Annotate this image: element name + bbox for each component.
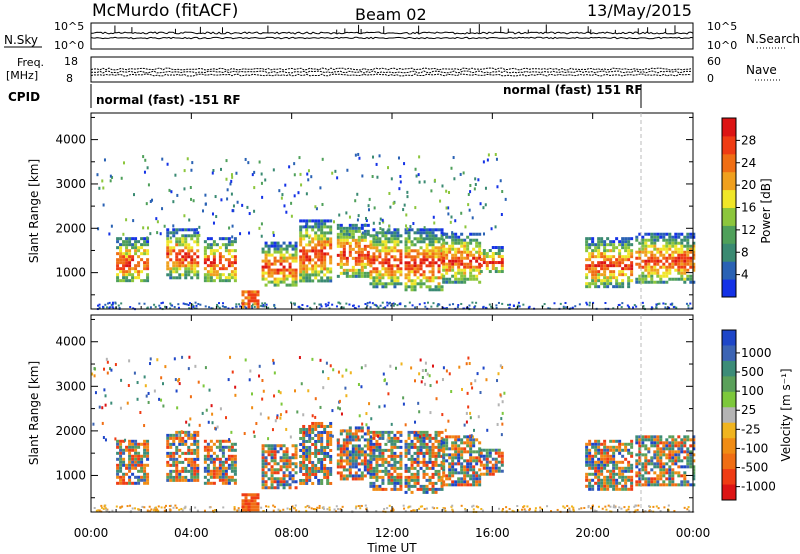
- freq-label-line1: Freq.: [17, 56, 44, 69]
- colorbar-swatch: [722, 360, 736, 377]
- y-tick-label: 3000: [55, 379, 86, 393]
- colorbar-swatch: [722, 189, 736, 208]
- colorbar-tick-label: -1000: [741, 480, 776, 494]
- cpid-panel: CPID normal (fast) -151 RF normal (fast)…: [8, 83, 643, 108]
- colorbar-swatch: [722, 330, 736, 346]
- colorbar-tick-label: 100: [741, 384, 764, 398]
- colorbar-tick-label: 4: [741, 268, 749, 282]
- colorbar-swatch: [722, 225, 736, 244]
- date-label: 13/May/2015: [587, 1, 692, 20]
- colorbar-tick-label: 8: [741, 245, 749, 259]
- colorbar-tick-label: -100: [741, 441, 768, 455]
- freq-right-tick-bottom: 0: [707, 72, 714, 85]
- noise-right-tick-top: 10^5: [707, 20, 737, 33]
- cpid-label: CPID: [8, 90, 40, 104]
- colorbar-swatch: [722, 153, 736, 173]
- colorbar-swatch: [722, 484, 736, 501]
- colorbar-tick-label: 16: [741, 201, 756, 215]
- colorbar-tick-label: 28: [741, 133, 756, 147]
- noise-traces: [90, 24, 694, 40]
- power-ylabel: Slant Range [km]: [27, 159, 41, 263]
- power-heatmap: [96, 152, 696, 311]
- colorbar-swatch: [722, 376, 736, 393]
- x-tick-label: 00:00: [74, 526, 109, 540]
- colorbar-swatch: [722, 453, 736, 470]
- freq-traces: [90, 67, 692, 77]
- y-tick-label: 1000: [55, 468, 86, 482]
- colorbar-tick-label: -25: [741, 422, 761, 436]
- x-tick-label: 08:00: [274, 526, 309, 540]
- beam-label: Beam 02: [355, 5, 427, 24]
- freq-label-line2: [MHz]: [6, 69, 38, 82]
- x-tick-label: 16:00: [475, 526, 510, 540]
- velocity-axis-ticks: 1000 2000 3000 4000: [55, 318, 693, 499]
- x-tick-label: 00:00: [676, 526, 711, 540]
- colorbar-swatch: [722, 279, 736, 298]
- colorbar-swatch: [722, 118, 736, 137]
- colorbar-swatch: [722, 207, 736, 226]
- power-panel: 1000 2000 3000 4000 Slant Range [km] 4 8 12 16…: [27, 112, 773, 311]
- y-tick-label: 2000: [55, 424, 86, 438]
- colorbar-swatch: [722, 243, 736, 262]
- colorbar-swatch: [722, 407, 736, 424]
- colorbar-swatch: [722, 391, 736, 408]
- cpid-segment-2: normal (fast) 151 RF: [503, 83, 643, 97]
- x-tick-label: 12:00: [375, 526, 410, 540]
- noise-left-tick-top: 10^5: [54, 20, 84, 33]
- time-axis-ticks: 00:00 04:00 08:00 12:00 16:00 20:00 00:00: [74, 113, 711, 540]
- velocity-ylabel: Slant Range [km]: [27, 361, 41, 465]
- colorbar-swatch: [722, 438, 736, 455]
- colorbar-tick-label: 25: [741, 403, 756, 417]
- freq-panel: Freq. [MHz] 18 8 60 0 Nave: [6, 55, 780, 85]
- x-tick-label: 20:00: [575, 526, 610, 540]
- nave-label: Nave: [746, 63, 777, 77]
- y-tick-label: 4000: [55, 335, 86, 349]
- colorbar-tick-label: 20: [741, 178, 756, 192]
- colorbar-tick-label: 24: [741, 156, 756, 170]
- y-tick-label: 1000: [55, 266, 86, 280]
- cpid-segment-1: normal (fast) -151 RF: [96, 93, 241, 107]
- velocity-colorbar: 1000 500 100 25 -25 -100 -500 -1000: [721, 329, 776, 501]
- colorbar-tick-label: 1000: [741, 346, 772, 360]
- colorbar-tick-label: 12: [741, 223, 756, 237]
- velocity-panel: 1000 2000 3000 4000 Slant Range [km] 1000 50…: [27, 314, 793, 514]
- colorbar-swatch: [722, 422, 736, 439]
- freq-left-tick-bottom: 8: [66, 72, 73, 85]
- noise-left-tick-bottom: 10^0: [54, 39, 84, 52]
- colorbar-swatch: [722, 469, 736, 486]
- y-tick-label: 4000: [55, 133, 86, 147]
- x-tick-label: 04:00: [174, 526, 209, 540]
- velocity-heatmap: [91, 355, 696, 514]
- y-tick-label: 3000: [55, 177, 86, 191]
- power-colorbar: 4 8 12 16 20 24 28: [721, 117, 756, 298]
- velocity-colorbar-label: Velocity [m s⁻¹]: [779, 368, 793, 461]
- noise-sky-label: N.Sky: [4, 33, 38, 47]
- station-title: McMurdo (fitACF): [92, 1, 238, 21]
- power-axis-ticks: 1000 2000 3000 4000: [55, 116, 693, 296]
- y-tick-label: 2000: [55, 221, 86, 235]
- colorbar-swatch: [722, 171, 736, 191]
- colorbar-tick-label: 500: [741, 365, 764, 379]
- noise-panel: N.Sky 10^5 10^0 10^5 10^0 N.Search: [4, 20, 800, 52]
- colorbar-swatch: [722, 345, 736, 362]
- colorbar-swatch: [722, 261, 736, 280]
- freq-left-tick-top: 18: [64, 55, 78, 68]
- freq-right-tick-top: 60: [707, 55, 721, 68]
- colorbar-swatch: [722, 135, 736, 155]
- colorbar-tick-label: -500: [741, 461, 768, 475]
- time-axis-label: Time UT: [366, 541, 417, 554]
- noise-search-label: N.Search: [746, 32, 800, 46]
- power-colorbar-label: Power [dB]: [759, 178, 773, 243]
- noise-right-tick-bottom: 10^0: [707, 39, 737, 52]
